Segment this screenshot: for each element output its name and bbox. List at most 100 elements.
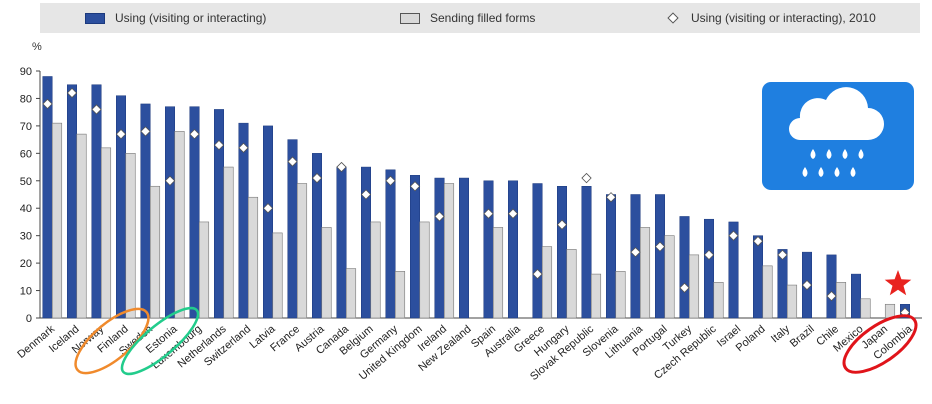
rain-drop <box>802 167 808 177</box>
marker-2010-8 <box>238 142 249 154</box>
rain-drop <box>858 149 864 159</box>
y-tick-label: 0 <box>26 313 32 325</box>
legend-label-sending: Sending filled forms <box>430 11 536 25</box>
marker-2010-2 <box>91 104 102 115</box>
bar-sending-10 <box>296 183 308 319</box>
bar-using-15 <box>410 175 420 319</box>
y-tick-label: 20 <box>20 258 32 270</box>
bar-sending-15 <box>419 221 430 319</box>
bar-using-2 <box>91 84 102 319</box>
marker-2010-10 <box>287 156 298 167</box>
bar-sending-11 <box>321 227 332 319</box>
bar-sending-20 <box>541 246 553 319</box>
marker-2010-26 <box>679 282 690 293</box>
marker-2010-16 <box>434 211 445 222</box>
legend-swatch-sending <box>400 12 420 24</box>
marker-2010-32 <box>826 290 837 302</box>
marker-2010-25 <box>654 241 666 252</box>
bar-using-14 <box>385 169 396 319</box>
bar-sending-24 <box>639 227 651 319</box>
bar-sending-2 <box>100 147 112 319</box>
bar-sending-5 <box>174 131 185 319</box>
bar-using-22 <box>581 186 592 319</box>
rain-drop <box>834 167 840 177</box>
y-tick-label: 50 <box>20 176 32 188</box>
marker-2010-12 <box>336 161 347 173</box>
legend-label-2010: Using (visiting or interacting), 2010 <box>691 11 876 25</box>
marker-2010-9 <box>262 203 274 214</box>
rain-drop <box>842 149 848 159</box>
rain-cloud-icon <box>762 82 914 190</box>
bar-sending-21 <box>566 249 577 319</box>
x-tick-label-31: Brazil <box>788 323 817 350</box>
bar-sending-27 <box>713 282 724 319</box>
bar-using-16 <box>434 177 445 319</box>
legend-swatch-using <box>85 12 105 24</box>
bar-sending-16 <box>443 183 455 319</box>
bar-using-1 <box>67 84 77 319</box>
marker-2010-3 <box>115 128 127 140</box>
bar-using-12 <box>336 166 347 319</box>
marker-2010-27 <box>703 249 715 261</box>
rain-drop <box>818 167 824 177</box>
bar-using-9 <box>263 125 273 319</box>
marker-2010-22 <box>581 172 592 184</box>
bar-sending-7 <box>223 166 234 319</box>
bar-using-29 <box>753 235 763 319</box>
bar-using-25 <box>655 194 665 319</box>
bar-using-17 <box>459 177 469 319</box>
bar-sending-12 <box>345 268 357 319</box>
bar-sending-22 <box>590 273 602 319</box>
bar-sending-13 <box>370 221 381 319</box>
bar-sending-3 <box>125 153 136 319</box>
legend-item-using: Using (visiting or interacting) <box>85 11 266 25</box>
bar-sending-30 <box>786 284 798 319</box>
bar-using-32 <box>826 254 837 319</box>
bar-sending-14 <box>394 271 406 319</box>
legend-label-using: Using (visiting or interacting) <box>115 11 267 25</box>
y-tick-label: 40 <box>20 203 32 215</box>
y-tick-label: 60 <box>20 148 32 160</box>
marker-2010-14 <box>385 175 396 186</box>
marker-2010-15 <box>409 181 421 192</box>
bar-using-20 <box>532 183 543 319</box>
marker-2010-18 <box>483 208 494 219</box>
marker-2010-11 <box>311 172 323 184</box>
highlight-ellipse-finland-sweden <box>74 307 150 375</box>
marker-2010-21 <box>556 219 568 230</box>
bar-sending-0 <box>51 122 63 319</box>
legend-item-2010: Using (visiting or interacting), 2010 <box>665 11 876 25</box>
marker-2010-4 <box>140 126 151 137</box>
bar-sending-29 <box>762 265 773 319</box>
bar-using-0 <box>42 76 53 319</box>
bar-sending-8 <box>247 196 259 319</box>
marker-2010-28 <box>728 230 739 241</box>
bar-using-26 <box>679 216 690 319</box>
bar-using-21 <box>557 186 567 319</box>
bar-sending-25 <box>664 235 675 319</box>
bar-sending-4 <box>149 185 161 319</box>
y-axis-unit-label: % <box>32 41 42 53</box>
bar-using-5 <box>165 106 175 319</box>
bar-using-28 <box>728 221 739 319</box>
highlight-ellipse-estonia <box>120 306 200 376</box>
bar-using-23 <box>606 194 616 319</box>
rain-drop <box>826 149 832 159</box>
marker-2010-29 <box>752 235 764 247</box>
bar-sending-1 <box>76 133 87 319</box>
marker-2010-7 <box>213 139 225 151</box>
y-tick-label: 70 <box>20 121 32 133</box>
marker-2010-0 <box>42 98 53 110</box>
y-tick-label: 10 <box>20 286 32 298</box>
bar-sending-18 <box>492 227 504 319</box>
bar-using-33 <box>851 273 861 319</box>
marker-2010-23 <box>605 192 617 203</box>
highlight-ellipse-japan <box>842 314 918 374</box>
marker-2010-5 <box>164 175 176 186</box>
rain-drop <box>810 149 816 159</box>
legend: Using (visiting or interacting) Sending … <box>40 3 920 33</box>
marker-2010-13 <box>360 189 372 200</box>
y-tick-label: 90 <box>20 66 32 78</box>
